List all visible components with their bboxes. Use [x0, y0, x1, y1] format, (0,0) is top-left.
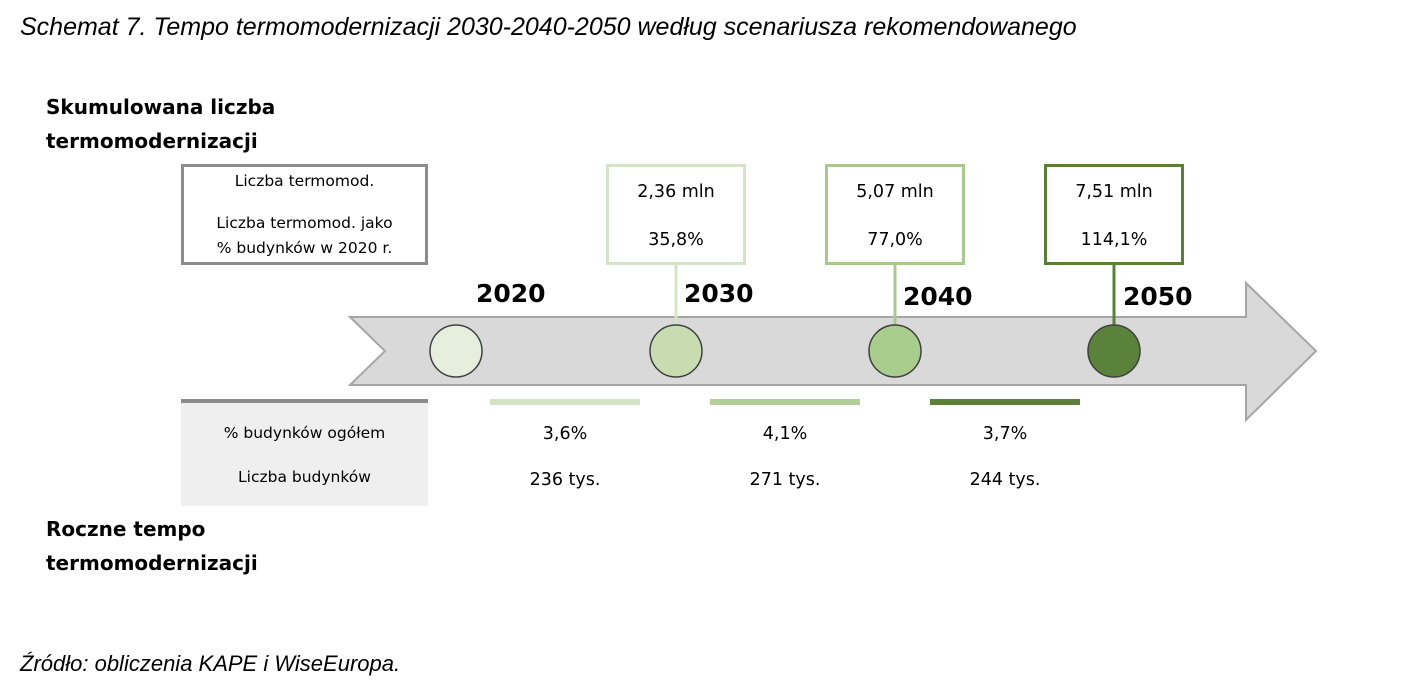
- year-label-2020: 2020: [476, 279, 546, 308]
- milestone-percent: 77,0%: [867, 230, 923, 250]
- year-label-2030: 2030: [684, 279, 754, 308]
- year-label-2040: 2040: [903, 282, 973, 311]
- timeline-node-2030: [649, 324, 703, 378]
- timeline-node-2020: [429, 324, 483, 378]
- annual-legend: % budynków ogółem Liczba budynków: [181, 399, 428, 506]
- legend-share-label: % budynków ogółem: [223, 424, 386, 442]
- year-label-2050: 2050: [1123, 282, 1193, 311]
- period-bar: [490, 399, 640, 405]
- cumulative-legend: Liczba termomod. Liczba termomod. jako %…: [181, 164, 428, 265]
- milestone-percent: 35,8%: [648, 230, 704, 250]
- legend-buildings-label: Liczba budynków: [238, 468, 371, 486]
- milestone-box-2040: 5,07 mln 77,0%: [825, 164, 965, 265]
- figure-title: Schemat 7. Tempo termomodernizacji 2030-…: [20, 13, 1077, 41]
- milestone-box-2050: 7,51 mln 114,1%: [1044, 164, 1184, 265]
- annual-period-2030-2040: 4,1% 271 tys.: [710, 399, 860, 499]
- source-note: Źródło: obliczenia KAPE i WiseEuropa.: [20, 651, 401, 676]
- period-bar: [710, 399, 860, 405]
- legend-percent-label-line1: Liczba termomod. jako: [216, 214, 393, 232]
- annual-heading-line2: termomodernizacji: [46, 551, 258, 575]
- milestone-box-2030: 2,36 mln 35,8%: [606, 164, 746, 265]
- milestone-count: 5,07 mln: [856, 182, 934, 202]
- period-bar: [930, 399, 1080, 405]
- milestone-count: 7,51 mln: [1075, 182, 1153, 202]
- annual-period-2040-2050: 3,7% 244 tys.: [930, 399, 1080, 499]
- period-percent: 3,6%: [542, 424, 588, 444]
- milestone-count: 2,36 mln: [637, 182, 715, 202]
- cumulative-heading-line1: Skumulowana liczba: [46, 95, 276, 119]
- timeline-node-2040: [868, 324, 922, 378]
- timeline-node-2050: [1087, 324, 1141, 378]
- timeline-arrow: [347, 280, 1318, 423]
- period-count: 271 tys.: [749, 470, 821, 490]
- annual-heading-line1: Roczne tempo: [46, 517, 206, 541]
- annual-heading: Roczne tempo termomodernizacji: [46, 512, 366, 580]
- cumulative-heading: Skumulowana liczba termomodernizacji: [46, 90, 366, 158]
- milestone-percent: 114,1%: [1080, 230, 1148, 250]
- legend-percent-label-line2: % budynków w 2020 r.: [216, 239, 393, 257]
- period-count: 244 tys.: [969, 470, 1041, 490]
- legend-count-label: Liczba termomod.: [234, 172, 375, 190]
- period-count: 236 tys.: [529, 470, 601, 490]
- annual-period-2020-2030: 3,6% 236 tys.: [490, 399, 640, 499]
- period-percent: 4,1%: [762, 424, 808, 444]
- cumulative-heading-line2: termomodernizacji: [46, 129, 258, 153]
- period-percent: 3,7%: [982, 424, 1028, 444]
